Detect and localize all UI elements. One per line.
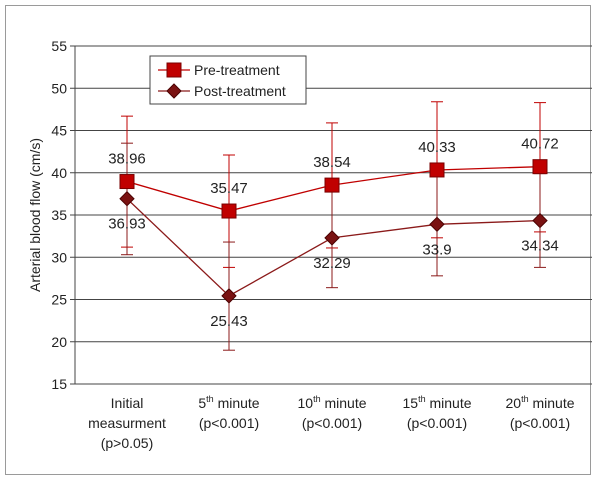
data-point-post-treatment [532, 212, 548, 229]
y-tick-label: 30 [51, 249, 67, 265]
data-label: 25.43 [210, 313, 248, 330]
y-tick-label: 40 [51, 165, 67, 181]
legend-marker-square [166, 62, 182, 78]
data-label: 36.93 [108, 216, 146, 233]
legend-label: Pre-treatment [194, 62, 280, 78]
y-tick-label: 50 [51, 80, 67, 96]
y-tick-label: 20 [51, 334, 67, 350]
data-label: 32.29 [313, 255, 351, 272]
x-tick-label: Initial measurment (p>0.05) [88, 395, 166, 451]
y-axis-title: Arterial blood flow (cm/s) [27, 138, 43, 292]
data-point-post-treatment [324, 230, 340, 246]
y-tick-label: 25 [51, 292, 67, 308]
data-point-pre-treatment [221, 203, 237, 219]
y-tick-label: 35 [51, 207, 67, 223]
data-point-pre-treatment [429, 162, 445, 178]
legend-label: Post-treatment [194, 83, 286, 99]
data-point-post-treatment [429, 216, 445, 233]
data-point-pre-treatment [532, 159, 548, 175]
data-label: 34.34 [521, 238, 559, 255]
x-tick-label: 10th minute (p<0.001) [297, 394, 366, 431]
data-point-pre-treatment [324, 177, 340, 193]
data-label: 35.47 [210, 180, 248, 197]
x-tick-label: 5th minute (p<0.001) [198, 394, 259, 431]
data-label: 38.54 [313, 154, 351, 171]
data-point-post-treatment [221, 288, 237, 304]
data-label: 40.33 [418, 139, 456, 156]
y-tick-label: 15 [51, 376, 67, 392]
legend-marker-diamond [166, 83, 182, 99]
data-label: 33.9 [422, 241, 451, 258]
x-tick-label: 20th minute (p<0.001) [505, 394, 574, 431]
data-point-post-treatment [119, 190, 135, 207]
data-label: 40.72 [521, 136, 559, 153]
series-line-post-treatment [126, 198, 541, 297]
y-tick-label: 55 [51, 38, 67, 54]
x-tick-label: 15th minute (p<0.001) [402, 394, 471, 431]
data-point-pre-treatment [119, 174, 135, 190]
y-tick-label: 45 [51, 123, 67, 139]
chart-frame [5, 5, 591, 475]
data-label: 38.96 [108, 151, 146, 168]
